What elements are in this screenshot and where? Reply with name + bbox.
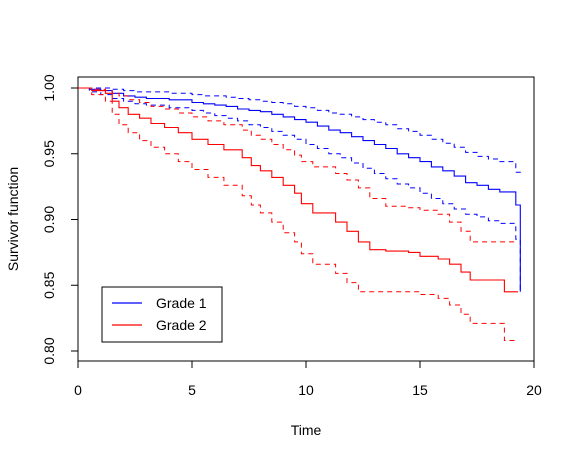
y-tick-label: 0.85 xyxy=(41,271,57,298)
y-axis: 0.80 0.85 0.90 0.95 1.00 xyxy=(41,74,79,365)
series-grade-1 xyxy=(78,87,521,292)
x-tick-label: 20 xyxy=(526,382,542,398)
series-layer xyxy=(78,87,521,341)
series-grade-1-upper-ci xyxy=(78,87,521,173)
y-tick-label: 1.00 xyxy=(41,74,57,101)
series-grade-2 xyxy=(78,87,518,341)
legend-label-grade-1: Grade 1 xyxy=(156,295,207,311)
legend-label-grade-2: Grade 2 xyxy=(156,317,207,333)
y-tick-label: 0.95 xyxy=(41,140,57,167)
series-grade-2-lower-ci xyxy=(78,87,518,341)
series-grade-1-estimate xyxy=(78,87,521,292)
x-tick-label: 5 xyxy=(188,382,196,398)
series-grade-2-upper-ci xyxy=(78,87,518,243)
y-tick-label: 0.90 xyxy=(41,206,57,233)
series-grade-2-estimate xyxy=(78,87,518,293)
legend-box xyxy=(101,286,223,343)
x-tick-label: 10 xyxy=(298,382,314,398)
x-axis: 0 5 10 15 20 xyxy=(74,360,542,398)
series-grade-1-lower-ci xyxy=(78,87,521,292)
x-tick-label: 15 xyxy=(412,382,428,398)
x-tick-label: 0 xyxy=(74,382,82,398)
y-axis-label: Survivor function xyxy=(5,167,21,271)
x-axis-label: Time xyxy=(291,422,322,438)
legend: Grade 1 Grade 2 xyxy=(101,286,223,343)
y-tick-label: 0.80 xyxy=(41,337,57,364)
